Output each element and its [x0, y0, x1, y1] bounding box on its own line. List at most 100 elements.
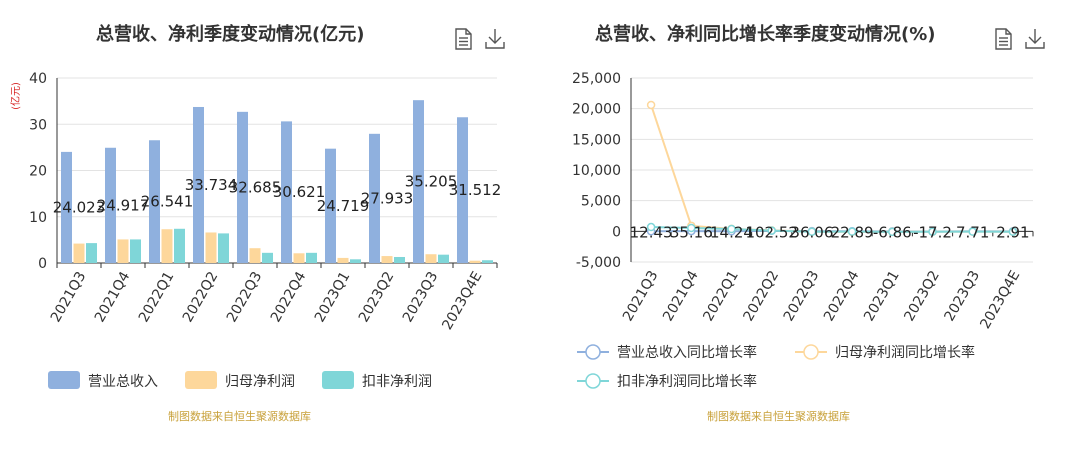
data-point-扣非净利润同比增长率[interactable]: [767, 226, 776, 235]
point-value-label: 12.43: [630, 223, 673, 241]
legend-item[interactable]: 营业总收入: [48, 371, 158, 390]
x-tick-label: 2022Q4: [821, 268, 863, 324]
data-source-note: 制图数据来自恒生聚源数据库: [707, 410, 850, 423]
bar-扣非净利润[interactable]: [262, 252, 273, 263]
data-point-扣非净利润同比增长率[interactable]: [928, 227, 937, 236]
bar-归母净利润[interactable]: [161, 229, 173, 263]
point-value-label: -17.2: [913, 223, 952, 241]
x-tick-label: 2022Q1: [136, 269, 178, 325]
bar-营业总收入[interactable]: [281, 121, 292, 264]
x-tick-label: 2023Q3: [942, 268, 984, 324]
bar-扣非净利润[interactable]: [174, 228, 185, 263]
data-point-归母净利润同比增长率[interactable]: [646, 100, 656, 110]
legend-label: 扣非净利润同比增长率: [617, 373, 757, 390]
x-tick-label: 2023Q1: [312, 269, 354, 325]
bar-value-label: 35.205: [405, 173, 458, 191]
y-tick-label: 10: [29, 210, 47, 226]
data-point-扣非净利润同比增长率[interactable]: [888, 227, 897, 237]
legend-item[interactable]: 营业总收入同比增长率: [577, 344, 757, 361]
bar-归母净利润[interactable]: [469, 260, 481, 263]
series-line-扣非净利润同比增长率: [651, 226, 1013, 233]
x-tick-label: 2022Q2: [741, 268, 783, 324]
bar-归母净利润[interactable]: [249, 248, 261, 263]
document-icon[interactable]: [452, 27, 474, 51]
bar-营业总收入[interactable]: [413, 100, 424, 263]
legend-item[interactable]: 扣非净利润: [322, 371, 432, 390]
point-value-label: 2.91: [996, 223, 1029, 241]
bar-营业总收入[interactable]: [457, 117, 468, 264]
data-source-note: 制图数据来自恒生聚源数据库: [168, 410, 311, 423]
bar-value-label: 26.541: [141, 193, 194, 211]
y-tick-label: 0: [612, 224, 621, 240]
x-tick-label: 2021Q3: [620, 268, 662, 324]
bar-归母净利润[interactable]: [381, 256, 393, 263]
legend-label: 归母净利润同比增长率: [835, 344, 975, 361]
bar-归母净利润[interactable]: [73, 243, 85, 263]
point-value-label: 36.06: [790, 223, 833, 241]
data-point-扣非净利润同比增长率[interactable]: [847, 227, 857, 236]
bar-value-label: 27.933: [361, 189, 414, 207]
bar-归母净利润[interactable]: [205, 232, 217, 263]
legend-item[interactable]: 归母净利润同比增长率: [795, 344, 975, 361]
chart-title: 总营收、净利季度变动情况(亿元): [96, 24, 365, 45]
x-tick-label: 2023Q4E: [977, 268, 1023, 332]
x-tick-label: 2022Q1: [700, 268, 742, 324]
data-point-扣非净利润同比增长率[interactable]: [727, 224, 736, 234]
legend-marker: [585, 373, 601, 389]
x-tick-label: 2022Q3: [781, 268, 823, 324]
x-tick-label: 2021Q4: [660, 268, 702, 324]
bar-归母净利润[interactable]: [117, 239, 129, 263]
bar-归母净利润[interactable]: [337, 257, 349, 263]
y-tick-label: 30: [29, 117, 47, 133]
x-tick-label: 2023Q2: [901, 268, 943, 324]
bar-归母净利润[interactable]: [293, 253, 305, 263]
bar-营业总收入[interactable]: [369, 133, 380, 263]
legend-label: 营业总收入: [88, 374, 158, 390]
legend-swatch: [185, 371, 217, 389]
bar-归母净利润[interactable]: [425, 254, 437, 263]
data-point-扣非净利润同比增长率[interactable]: [968, 227, 977, 236]
bar-扣非净利润[interactable]: [130, 239, 141, 263]
legend-marker: [803, 344, 819, 360]
chart-title: 总营收、净利同比增长率季度变动情况(%): [595, 24, 936, 45]
x-tick-label: 2022Q2: [180, 269, 222, 325]
data-point-扣非净利润同比增长率[interactable]: [807, 227, 817, 236]
bar-扣非净利润[interactable]: [438, 254, 449, 263]
legend-swatch: [322, 371, 354, 389]
download-icon[interactable]: [1024, 27, 1046, 51]
bar-扣非净利润[interactable]: [218, 233, 229, 263]
bar-扣非净利润[interactable]: [482, 260, 493, 263]
point-value-label: -6.86: [873, 223, 912, 241]
bar-value-label: 32.685: [229, 178, 282, 196]
y-axis-unit-label: (亿元): [9, 82, 22, 110]
bar-扣非净利润[interactable]: [350, 259, 361, 263]
document-icon[interactable]: [992, 27, 1014, 51]
data-point-扣非净利润同比增长率[interactable]: [1008, 227, 1018, 236]
line-chart: -5,000 0 5,000 10,000 15,000 20,000 25,000 2021…: [572, 71, 1034, 390]
point-value-label: 22.89: [831, 223, 874, 241]
x-tick-label: 2021Q4: [92, 269, 134, 325]
y-tick-label: 20: [29, 164, 47, 180]
bar-扣非净利润[interactable]: [306, 252, 317, 263]
bar-value-label: 24.023: [53, 198, 106, 216]
bar-扣非净利润[interactable]: [86, 243, 97, 263]
y-tick-label: 40: [29, 71, 47, 87]
x-tick-label: 2023Q1: [861, 268, 903, 324]
right-chart-panel: 总营收、净利同比增长率季度变动情况(%) -5,000 0 5,000 10,000 1…: [543, 0, 1087, 454]
legend-label: 归母净利润: [225, 373, 295, 390]
bar-扣非净利润[interactable]: [394, 256, 405, 263]
download-icon[interactable]: [484, 27, 506, 51]
data-point-扣非净利润同比增长率[interactable]: [687, 223, 696, 233]
bar-营业总收入[interactable]: [325, 148, 336, 263]
data-point-扣非净利润同比增长率[interactable]: [646, 222, 656, 232]
point-value-label: 35.16: [670, 223, 713, 241]
bar-营业总收入[interactable]: [61, 151, 72, 263]
legend-item[interactable]: 扣非净利润同比增长率: [577, 373, 757, 390]
legend-item[interactable]: 归母净利润: [185, 371, 295, 390]
bar-营业总收入[interactable]: [149, 140, 160, 263]
bar-value-label: 24.719: [317, 197, 370, 215]
bar-营业总收入[interactable]: [193, 106, 204, 263]
bar-营业总收入[interactable]: [237, 111, 248, 263]
bar-营业总收入[interactable]: [105, 147, 116, 263]
point-value-label: 7.71: [956, 223, 989, 241]
